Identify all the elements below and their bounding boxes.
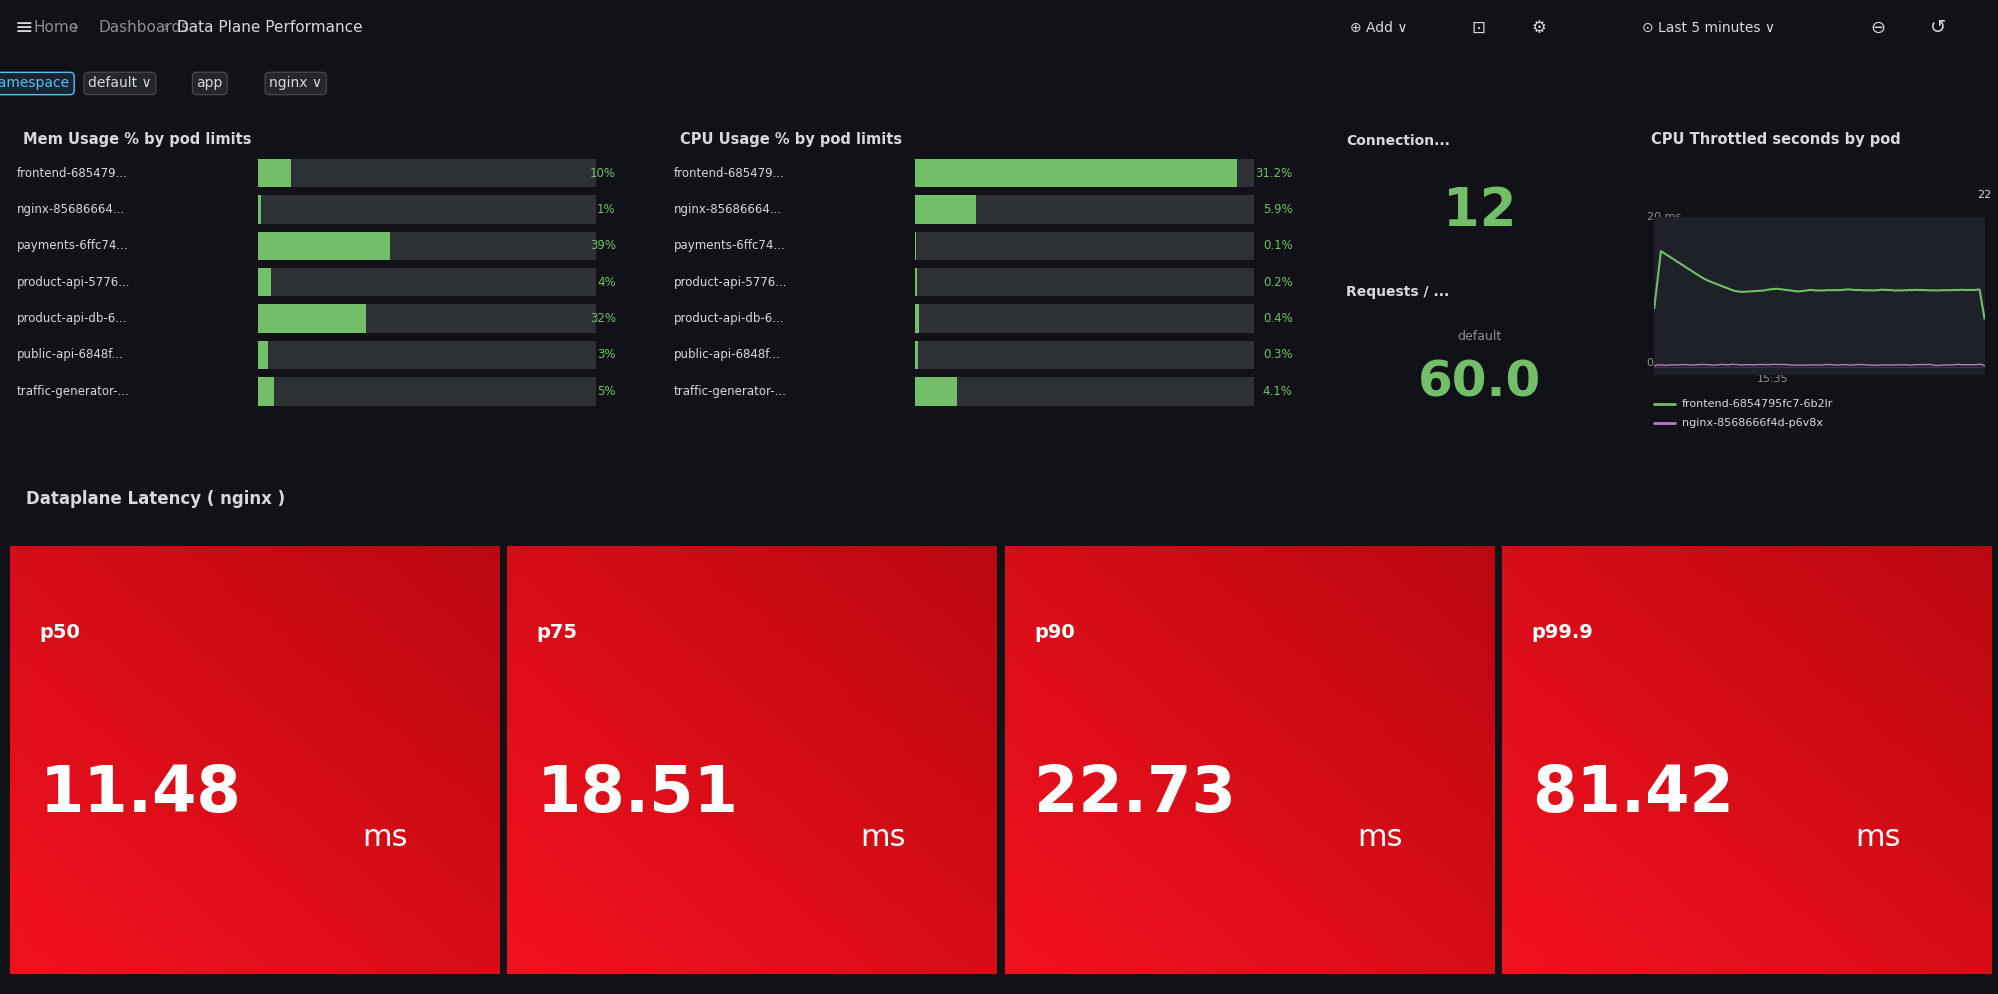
Text: ms: ms — [859, 823, 905, 852]
Text: default: default — [1457, 330, 1502, 343]
Text: p75: p75 — [537, 623, 577, 642]
Text: Connection...: Connection... — [1347, 134, 1451, 148]
FancyBboxPatch shape — [258, 268, 272, 296]
Text: 81.42: 81.42 — [1532, 763, 1734, 825]
FancyBboxPatch shape — [915, 232, 1253, 260]
Text: 60.0: 60.0 — [1419, 359, 1540, 407]
Text: frontend-685479...: frontend-685479... — [673, 167, 785, 180]
FancyBboxPatch shape — [258, 341, 268, 369]
FancyBboxPatch shape — [915, 377, 957, 406]
Text: ⊙ Last 5 minutes ∨: ⊙ Last 5 minutes ∨ — [1642, 21, 1774, 35]
Text: frontend-685479...: frontend-685479... — [16, 167, 128, 180]
FancyBboxPatch shape — [258, 304, 366, 333]
Text: 18.51: 18.51 — [537, 763, 739, 825]
Text: 1%: 1% — [597, 203, 615, 216]
FancyBboxPatch shape — [915, 268, 1253, 296]
Text: public-api-6848f...: public-api-6848f... — [673, 349, 781, 362]
Text: p90: p90 — [1035, 623, 1075, 642]
Text: Requests / ...: Requests / ... — [1347, 285, 1451, 299]
Text: payments-6ffc74...: payments-6ffc74... — [16, 240, 128, 252]
Text: default ∨: default ∨ — [88, 77, 152, 90]
Text: 4%: 4% — [597, 275, 615, 288]
Text: ≡: ≡ — [14, 18, 34, 38]
Text: ›: › — [72, 20, 80, 36]
FancyBboxPatch shape — [915, 304, 1253, 333]
Text: ms: ms — [1357, 823, 1403, 852]
Text: traffic-generator-...: traffic-generator-... — [16, 385, 130, 398]
Text: 10%: 10% — [589, 167, 615, 180]
Text: 0.3%: 0.3% — [1263, 349, 1293, 362]
Text: Home: Home — [34, 20, 78, 36]
Text: 0.4%: 0.4% — [1263, 312, 1293, 325]
FancyBboxPatch shape — [915, 341, 917, 369]
FancyBboxPatch shape — [258, 341, 595, 369]
FancyBboxPatch shape — [258, 195, 595, 224]
Text: 0.1%: 0.1% — [1263, 240, 1293, 252]
Text: ⊖: ⊖ — [1870, 19, 1886, 37]
Text: ⊕ Add ∨: ⊕ Add ∨ — [1351, 21, 1407, 35]
Text: product-api-db-6...: product-api-db-6... — [16, 312, 128, 325]
Text: Mem Usage % by pod limits: Mem Usage % by pod limits — [24, 132, 252, 147]
Text: Data Plane Performance: Data Plane Performance — [178, 20, 362, 36]
Text: 0 s: 0 s — [1646, 358, 1664, 368]
Text: 5%: 5% — [597, 385, 615, 398]
Text: 3%: 3% — [597, 349, 615, 362]
Text: 39%: 39% — [589, 240, 615, 252]
FancyBboxPatch shape — [915, 341, 1253, 369]
Text: 15:35: 15:35 — [1756, 374, 1788, 384]
Text: 20 ms: 20 ms — [1646, 213, 1682, 223]
FancyBboxPatch shape — [915, 377, 1253, 406]
Text: nginx-8568666f4d-p6v8x: nginx-8568666f4d-p6v8x — [1682, 417, 1822, 427]
Text: ms: ms — [362, 823, 408, 852]
Text: 11.48: 11.48 — [40, 763, 242, 825]
Text: Dataplane Latency ( nginx ): Dataplane Latency ( nginx ) — [26, 490, 286, 508]
Text: nginx-85686664...: nginx-85686664... — [16, 203, 124, 216]
Text: CPU Throttled seconds by pod: CPU Throttled seconds by pod — [1650, 132, 1900, 147]
Text: payments-6ffc74...: payments-6ffc74... — [673, 240, 785, 252]
Text: nginx ∨: nginx ∨ — [270, 77, 322, 90]
Text: product-api-5776...: product-api-5776... — [16, 275, 130, 288]
Text: product-api-5776...: product-api-5776... — [673, 275, 787, 288]
Text: ↺: ↺ — [1930, 18, 1946, 38]
Text: 5.9%: 5.9% — [1263, 203, 1293, 216]
Text: p99.9: p99.9 — [1532, 623, 1594, 642]
Text: 4.1%: 4.1% — [1263, 385, 1293, 398]
FancyBboxPatch shape — [258, 159, 292, 188]
FancyBboxPatch shape — [915, 159, 1237, 188]
Text: nginx-85686664...: nginx-85686664... — [673, 203, 781, 216]
FancyBboxPatch shape — [258, 232, 390, 260]
FancyBboxPatch shape — [915, 268, 917, 296]
Text: 22: 22 — [1978, 190, 1992, 201]
Text: CPU Usage % by pod limits: CPU Usage % by pod limits — [681, 132, 903, 147]
Text: 0.2%: 0.2% — [1263, 275, 1293, 288]
Text: ›: › — [162, 20, 170, 36]
Text: namespace: namespace — [0, 77, 70, 90]
FancyBboxPatch shape — [915, 304, 919, 333]
Text: public-api-6848f...: public-api-6848f... — [16, 349, 124, 362]
FancyBboxPatch shape — [258, 268, 595, 296]
Text: 22.73: 22.73 — [1035, 763, 1237, 825]
Text: frontend-6854795fc7-6b2lr: frontend-6854795fc7-6b2lr — [1682, 399, 1834, 409]
FancyBboxPatch shape — [258, 377, 274, 406]
FancyBboxPatch shape — [258, 377, 595, 406]
Text: traffic-generator-...: traffic-generator-... — [673, 385, 787, 398]
FancyBboxPatch shape — [915, 195, 1253, 224]
FancyBboxPatch shape — [258, 232, 595, 260]
Text: 31.2%: 31.2% — [1255, 167, 1293, 180]
Text: ⊡: ⊡ — [1473, 19, 1485, 37]
Text: app: app — [196, 77, 224, 90]
Text: p50: p50 — [40, 623, 80, 642]
Text: 12: 12 — [1443, 185, 1516, 238]
Text: ms: ms — [1854, 823, 1900, 852]
Text: 32%: 32% — [589, 312, 615, 325]
Text: Dashboards: Dashboards — [98, 20, 190, 36]
Text: product-api-db-6...: product-api-db-6... — [673, 312, 785, 325]
FancyBboxPatch shape — [915, 195, 975, 224]
FancyBboxPatch shape — [258, 195, 262, 224]
FancyBboxPatch shape — [258, 304, 595, 333]
FancyBboxPatch shape — [258, 159, 595, 188]
FancyBboxPatch shape — [915, 159, 1253, 188]
Text: ⚙: ⚙ — [1530, 19, 1546, 37]
